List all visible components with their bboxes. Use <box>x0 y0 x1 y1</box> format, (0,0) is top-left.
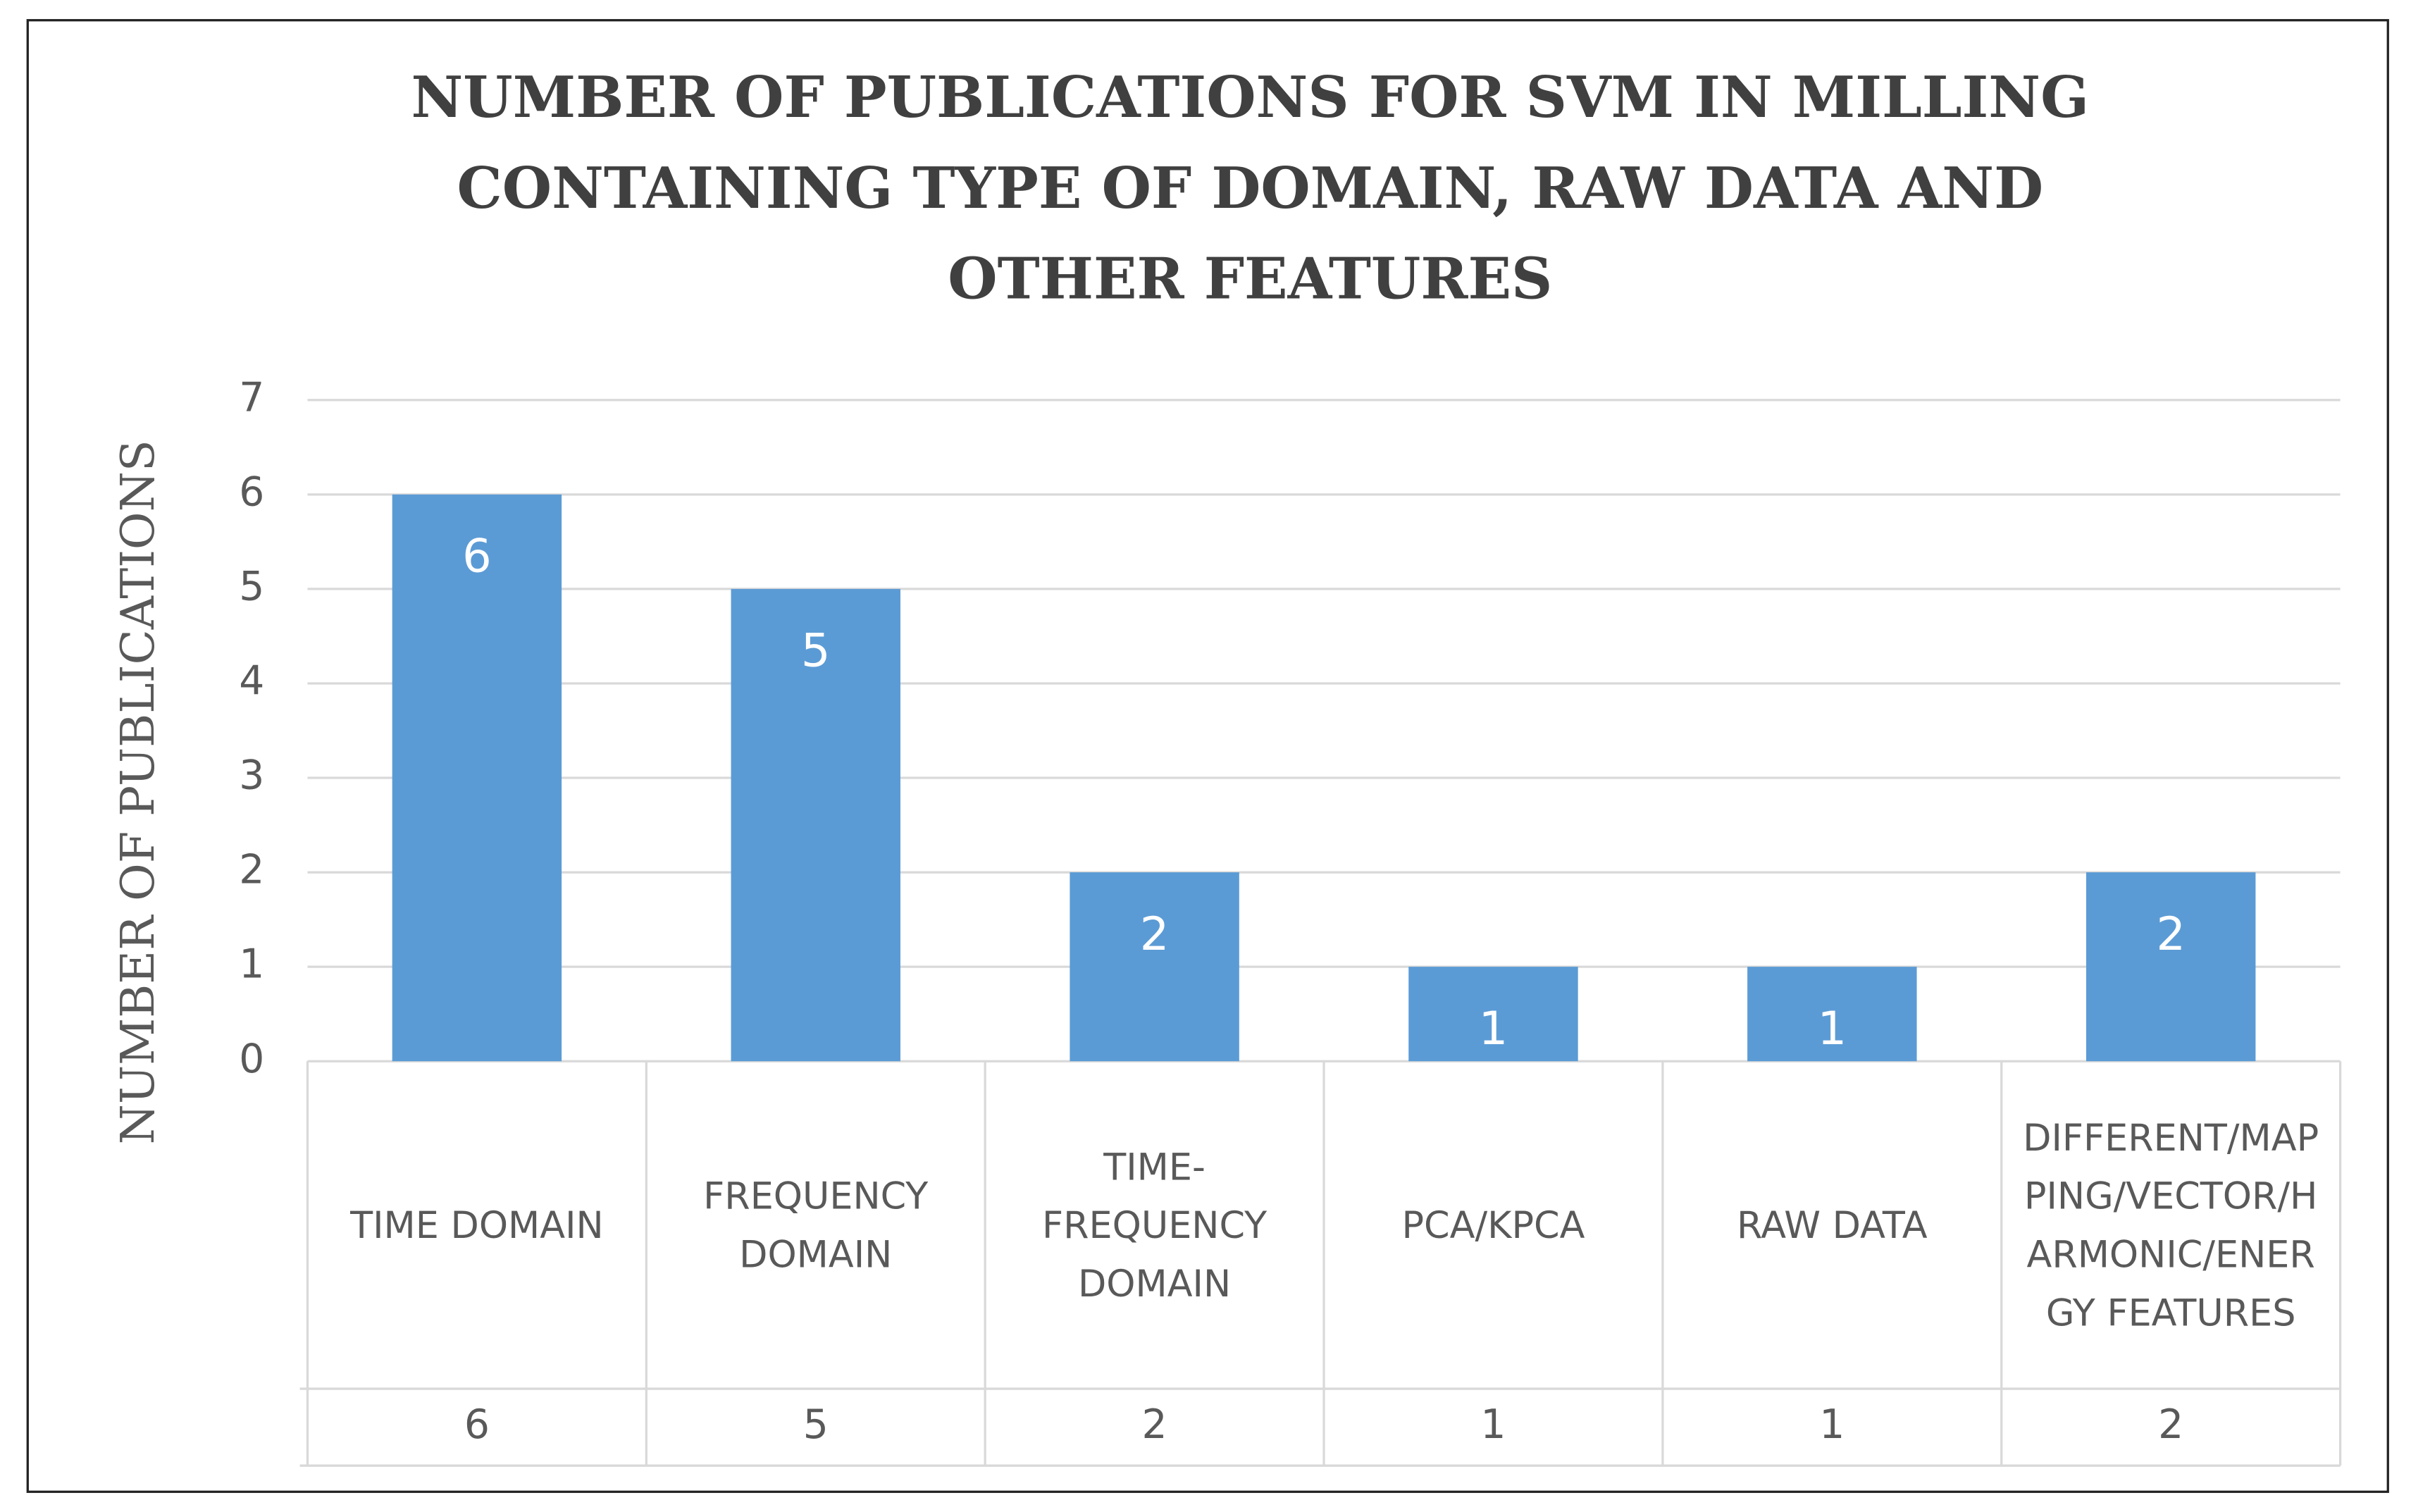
x-tick-label: FREQUENCY DOMAIN <box>703 1174 929 1276</box>
bar <box>392 494 562 1062</box>
table-value: 5 <box>803 1401 829 1448</box>
table-value: 1 <box>1819 1401 1845 1448</box>
bar <box>1747 967 1917 1062</box>
table-value: 1 <box>1480 1401 1506 1448</box>
category-cell: TIME-FREQUENCY DOMAIN <box>1042 1145 1268 1306</box>
bar <box>731 588 900 1062</box>
y-tick-label: 1 <box>239 941 264 988</box>
y-tick-label: 2 <box>239 847 264 893</box>
chart-title: NUMBER OF PUBLICATIONS FOR SVM IN MILLIN… <box>411 63 2090 313</box>
x-tick-label: PCA/KPCA <box>1401 1203 1585 1247</box>
data-label: 1 <box>1479 1002 1508 1055</box>
y-tick-label: 6 <box>239 469 264 515</box>
table-value: 2 <box>1142 1401 1167 1448</box>
title-box: NUMBER OF PUBLICATIONS FOR SVM IN MILLIN… <box>411 63 2090 313</box>
x-tick-label: TIME-FREQUENCY DOMAIN <box>1042 1145 1268 1306</box>
y-tick-label: 7 <box>239 374 264 421</box>
bar <box>2085 872 2256 1062</box>
data-label: 5 <box>801 624 831 678</box>
table-value: 6 <box>464 1401 490 1448</box>
x-tick-label: DIFFERENT/MAPPING/VECTOR/HARMONIC/ENERGY… <box>2023 1115 2319 1334</box>
y-axis-label: NUMBER OF PUBLICATIONS <box>111 440 165 1144</box>
data-label: 6 <box>462 530 492 583</box>
category-cell: FREQUENCY DOMAIN <box>703 1174 929 1276</box>
data-label: 2 <box>1140 907 1170 961</box>
x-tick-label: RAW DATA <box>1736 1203 1928 1247</box>
category-cell: TIME DOMAIN <box>350 1203 604 1247</box>
data-label: 2 <box>2156 907 2186 961</box>
y-tick-label: 5 <box>239 564 264 610</box>
table-value: 2 <box>2158 1401 2183 1448</box>
y-tick-label: 3 <box>239 752 264 799</box>
bar <box>1408 967 1578 1062</box>
x-tick-label: TIME DOMAIN <box>350 1203 604 1247</box>
category-cell: PCA/KPCA <box>1401 1203 1585 1247</box>
bar <box>1070 872 1239 1062</box>
y-tick-label: 4 <box>239 658 264 705</box>
category-cell: RAW DATA <box>1736 1203 1928 1247</box>
data-label: 1 <box>1817 1002 1847 1055</box>
category-cell: DIFFERENT/MAPPING/VECTOR/HARMONIC/ENERGY… <box>2023 1115 2319 1334</box>
y-tick-label: 0 <box>239 1036 264 1082</box>
